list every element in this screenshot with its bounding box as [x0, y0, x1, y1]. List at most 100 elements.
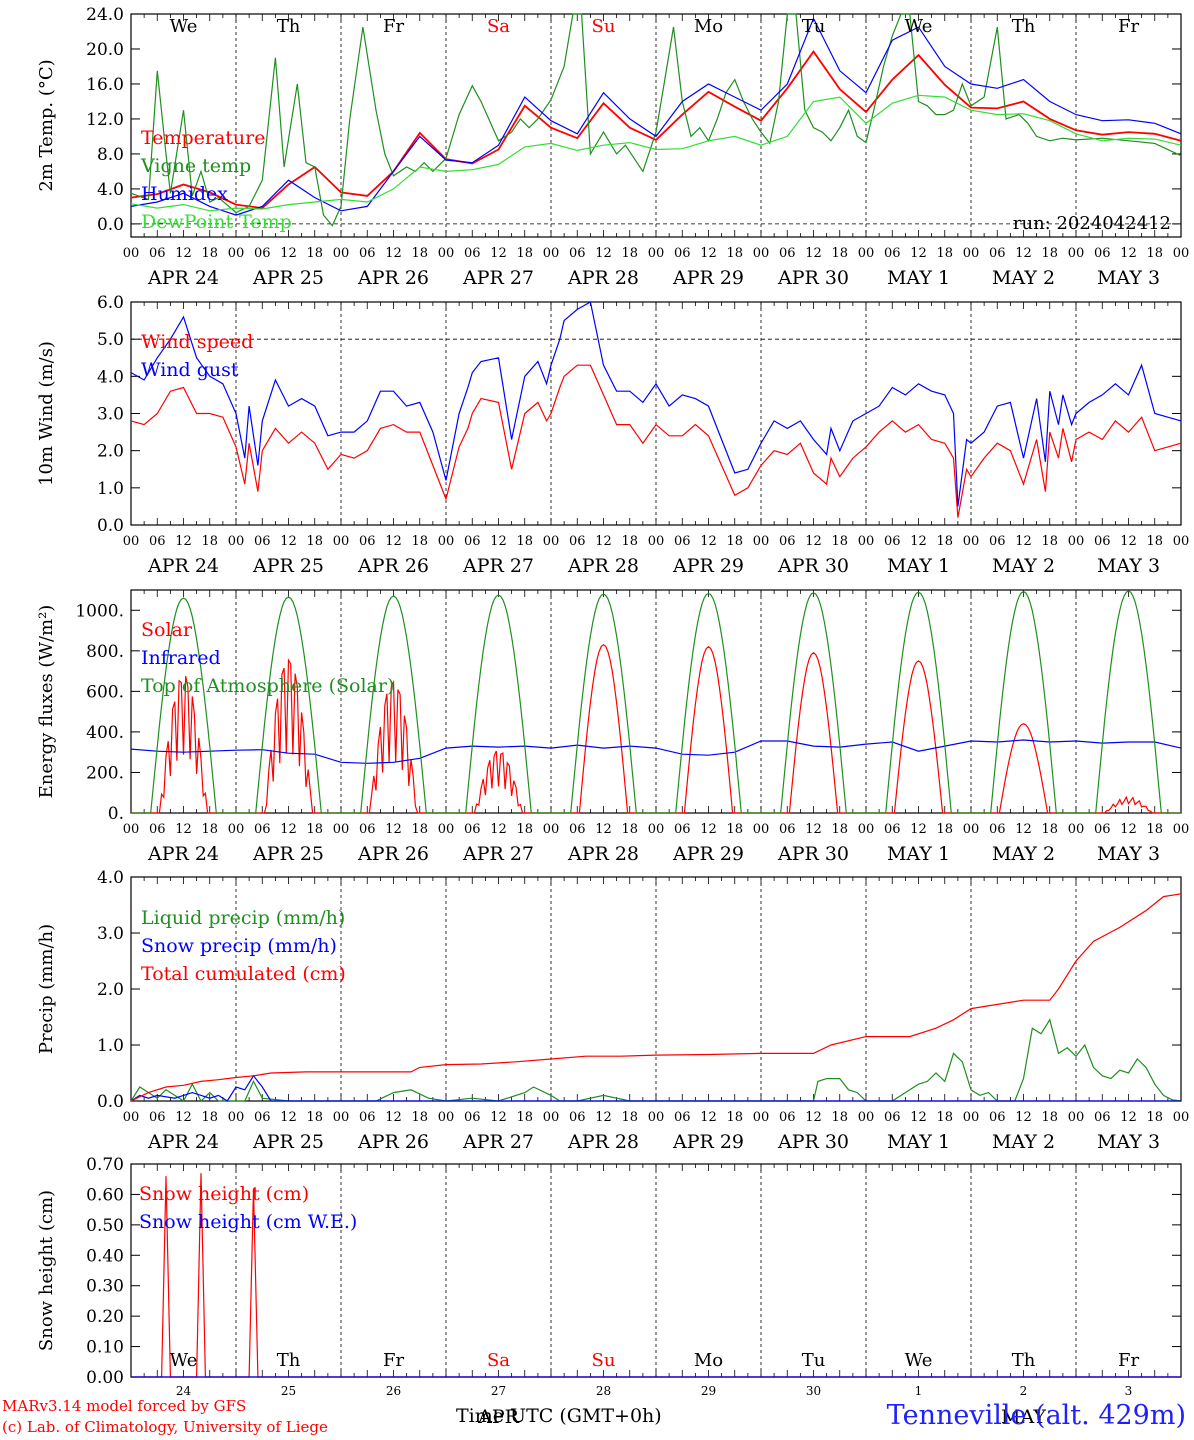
hour-tick-label: 00 — [648, 246, 665, 261]
weekday-label: Th — [1012, 16, 1036, 37]
weekday-label: Fr — [1118, 1350, 1139, 1371]
hour-tick-label: 18 — [936, 822, 953, 837]
hour-tick-label: 18 — [1146, 1110, 1163, 1125]
hour-tick-label: 00 — [333, 822, 350, 837]
wind-plot-frame — [130, 301, 1182, 526]
date-label: APR 28 — [567, 555, 639, 577]
hour-tick-label: 06 — [674, 1110, 691, 1125]
hour-tick-label: 06 — [674, 822, 691, 837]
hour-tick-label: 00 — [1068, 822, 1085, 837]
hour-tick-label: 06 — [359, 1110, 376, 1125]
hour-tick-label: 00 — [438, 1110, 455, 1125]
hour-tick-label: 12 — [595, 1110, 612, 1125]
hour-tick-label: 00 — [858, 822, 875, 837]
hour-tick-label: 00 — [858, 534, 875, 549]
hour-tick-label: 12 — [700, 822, 717, 837]
hour-tick-label: 00 — [858, 246, 875, 261]
hour-tick-label: 18 — [516, 246, 533, 261]
hour-tick-label: 18 — [1041, 822, 1058, 837]
hour-tick-label: 06 — [149, 246, 166, 261]
date-label: MAY 3 — [1097, 555, 1160, 577]
y-tick-label: 0.40 — [86, 1246, 124, 1266]
legend-entry: Total cumulated (cm) — [141, 963, 346, 985]
date-label: APR 24 — [147, 1131, 219, 1153]
hour-tick-label: 18 — [306, 822, 323, 837]
hour-tick-label: 18 — [936, 1110, 953, 1125]
date-label: APR 29 — [672, 555, 744, 577]
y-tick-label: 4.0 — [97, 367, 124, 387]
day-number-label: 28 — [596, 1384, 611, 1398]
hour-tick-label: 12 — [490, 822, 507, 837]
hour-tick-label: 12 — [280, 534, 297, 549]
date-label: APR 29 — [672, 267, 744, 289]
legend-entry: Solar — [141, 619, 193, 641]
hour-tick-label: 06 — [884, 246, 901, 261]
hour-tick-label: 12 — [910, 534, 927, 549]
hour-tick-label: 00 — [1173, 1110, 1190, 1125]
hour-tick-label: 00 — [963, 1110, 980, 1125]
legend-entry: Snow height (cm W.E.) — [139, 1211, 357, 1233]
hour-tick-label: 18 — [726, 534, 743, 549]
date-label: APR 27 — [462, 1131, 534, 1153]
hour-tick-label: 12 — [700, 1110, 717, 1125]
y-tick-label: 3.0 — [97, 924, 124, 944]
hour-tick-label: 06 — [1094, 822, 1111, 837]
y-axis-title: 10m Wind (m/s) — [36, 341, 57, 486]
day-number-label: 25 — [281, 1384, 296, 1398]
date-label: MAY 3 — [1097, 1131, 1160, 1153]
y-tick-label: 0.0 — [97, 516, 124, 536]
y-tick-label: 5.0 — [97, 330, 124, 350]
hour-tick-label: 18 — [411, 822, 428, 837]
hour-tick-label: 06 — [989, 246, 1006, 261]
hour-tick-label: 00 — [753, 534, 770, 549]
hour-tick-label: 00 — [1068, 1110, 1085, 1125]
date-label: APR 28 — [567, 1131, 639, 1153]
date-label: MAY 3 — [1097, 843, 1160, 865]
hour-tick-label: 12 — [175, 822, 192, 837]
weekday-label: We — [170, 16, 198, 37]
date-label: APR 28 — [567, 267, 639, 289]
series-line-wind_speed — [130, 364, 1182, 518]
hour-tick-label: 00 — [123, 1110, 140, 1125]
hour-tick-label: 06 — [1094, 534, 1111, 549]
date-label: APR 25 — [252, 843, 324, 865]
series-line-infrared — [130, 739, 1182, 764]
hour-tick-label: 18 — [306, 246, 323, 261]
hour-tick-label: 18 — [1146, 534, 1163, 549]
date-label: MAY 1 — [887, 267, 950, 289]
hour-tick-label: 18 — [411, 246, 428, 261]
series-line-wind_gust — [130, 301, 1182, 507]
y-tick-label: 2.0 — [97, 442, 124, 462]
hour-tick-label: 18 — [621, 534, 638, 549]
date-label: APR 25 — [252, 555, 324, 577]
date-label: APR 28 — [567, 843, 639, 865]
date-label: APR 29 — [672, 1131, 744, 1153]
legend-entry: Wind gust — [141, 359, 239, 381]
hour-tick-label: 06 — [464, 822, 481, 837]
hour-tick-label: 06 — [674, 534, 691, 549]
hour-tick-label: 12 — [490, 1110, 507, 1125]
date-label: APR 25 — [252, 267, 324, 289]
y-tick-label: 24.0 — [86, 5, 124, 25]
hour-tick-label: 12 — [1015, 534, 1032, 549]
hour-tick-label: 18 — [726, 822, 743, 837]
time-axis-title: Time UTC (GMT+0h) — [456, 1405, 662, 1427]
legend-entry: DewPoint Temp — [141, 211, 292, 233]
hour-tick-label: 18 — [831, 534, 848, 549]
date-label: MAY 1 — [887, 1131, 950, 1153]
hour-tick-label: 18 — [411, 534, 428, 549]
month-label-may: MAY — [1001, 1406, 1046, 1428]
month-label-apr: APR — [477, 1406, 520, 1428]
y-tick-label: 0. — [108, 804, 124, 824]
temperature-plot-frame — [130, 13, 1182, 238]
hour-tick-label: 12 — [175, 246, 192, 261]
y-axis-title: 2m Temp. (°C) — [36, 59, 57, 191]
hour-tick-label: 00 — [753, 822, 770, 837]
date-label: APR 25 — [252, 1131, 324, 1153]
hour-tick-label: 18 — [1041, 534, 1058, 549]
hour-tick-label: 18 — [516, 534, 533, 549]
date-label: APR 27 — [462, 555, 534, 577]
hour-tick-label: 06 — [464, 534, 481, 549]
y-tick-label: 12.0 — [86, 110, 124, 130]
weekday-label: Th — [277, 16, 301, 37]
